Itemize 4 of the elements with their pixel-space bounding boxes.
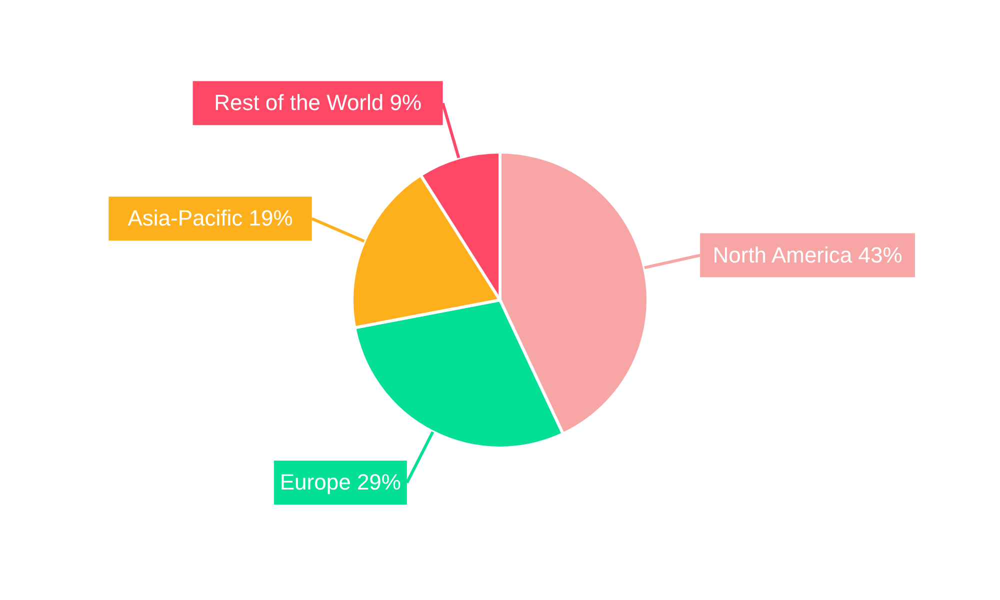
- slice-label: Europe 29%: [280, 470, 401, 495]
- slice-label: Asia-Pacific 19%: [128, 206, 293, 231]
- slice-label: Rest of the World 9%: [214, 90, 422, 116]
- slice-label: North America 43%: [712, 242, 902, 268]
